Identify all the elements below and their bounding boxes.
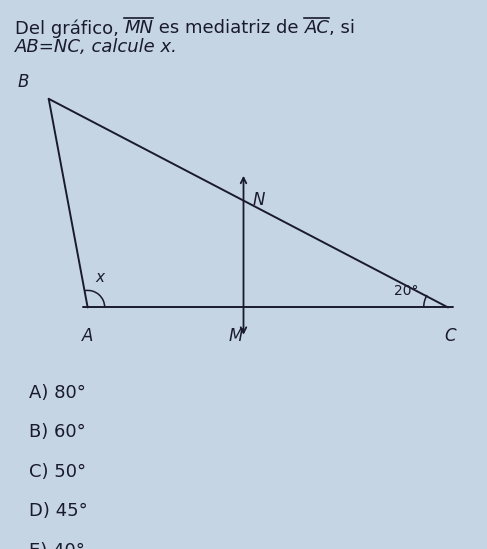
Text: M: M — [229, 327, 244, 345]
Text: es mediatriz de: es mediatriz de — [153, 19, 304, 37]
Text: A: A — [82, 327, 94, 345]
Text: Del gráfico,: Del gráfico, — [15, 19, 124, 38]
Text: C) 50°: C) 50° — [29, 463, 86, 480]
Text: AC: AC — [304, 19, 330, 37]
Text: A) 80°: A) 80° — [29, 384, 86, 401]
Text: 20°: 20° — [394, 284, 419, 298]
Text: N: N — [252, 192, 264, 209]
Text: E) 40°: E) 40° — [29, 542, 85, 549]
Text: x: x — [95, 270, 104, 285]
Text: , si: , si — [330, 19, 356, 37]
Text: AB=NC, calcule x.: AB=NC, calcule x. — [15, 38, 177, 57]
Text: B) 60°: B) 60° — [29, 423, 86, 441]
Text: D) 45°: D) 45° — [29, 502, 88, 520]
Text: B: B — [18, 72, 29, 91]
Text: C: C — [445, 327, 456, 345]
Text: MN: MN — [124, 19, 153, 37]
